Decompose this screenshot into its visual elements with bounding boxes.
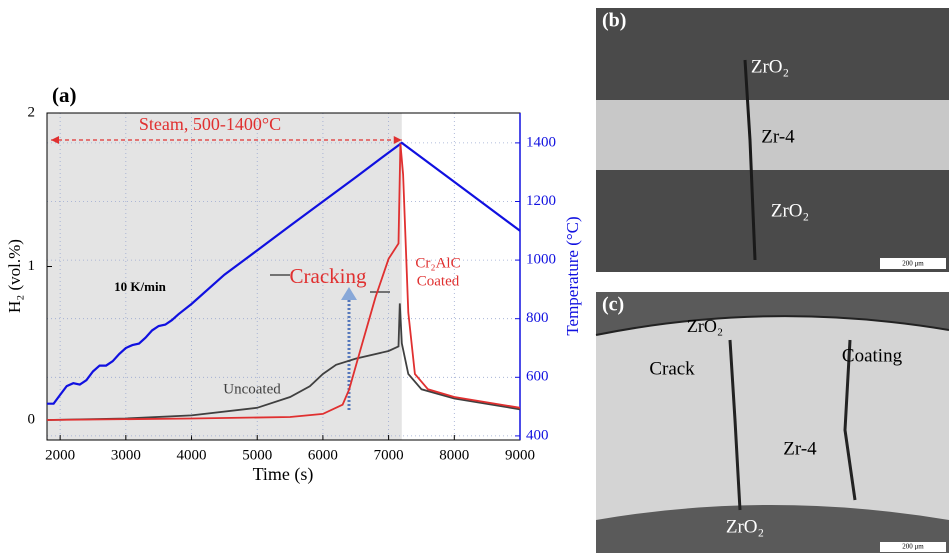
y2-tick-label: 1400 — [526, 134, 556, 150]
micrograph-b: (b) ZrO₂ Zr-4 ZrO₂ 200 μm — [596, 8, 949, 272]
x-tick-label: 5000 — [242, 447, 272, 463]
annotation: Coated — [417, 273, 460, 289]
y2-tick-label: 400 — [526, 427, 549, 443]
y-tick-label: 1 — [28, 258, 36, 274]
layer-label: ZrO₂ — [751, 56, 789, 77]
annotation: Cr₂AlC — [415, 255, 460, 271]
annotation: Steam, 500-1400°C — [139, 114, 281, 134]
y2-tick-label: 600 — [526, 369, 549, 385]
x-tick-label: 2000 — [45, 447, 75, 463]
scale-bar: 200 μm — [902, 543, 924, 551]
panel-label: (c) — [602, 294, 624, 316]
annotation: Cracking — [290, 264, 367, 288]
y-axis-label: H₂ (vol.%) — [5, 239, 24, 313]
y2-tick-label: 800 — [526, 310, 549, 326]
callout: Crack — [649, 358, 695, 379]
x-tick-label: 6000 — [308, 447, 338, 463]
callout: Coating — [842, 345, 903, 366]
layer-label: ZrO₂ — [726, 516, 764, 537]
x-tick-label: 7000 — [374, 447, 404, 463]
figure: (b) ZrO₂ Zr-4 ZrO₂ 200 μm (c) ZrO₂ Crack… — [0, 0, 949, 553]
x-tick-label: 9000 — [505, 447, 535, 463]
scale-bar: 200 μm — [902, 260, 924, 268]
layer-label: Zr-4 — [761, 126, 795, 147]
annotation: Uncoated — [223, 381, 281, 397]
micrograph-c: (c) ZrO₂ Crack Coating Zr-4 ZrO₂ 200 μm — [596, 292, 949, 553]
layer-label: Zr-4 — [783, 438, 817, 459]
page: {"chart_data": {"type": "line", "panel_l… — [0, 0, 949, 553]
x-tick-label: 8000 — [439, 447, 469, 463]
y2-tick-label: 1000 — [526, 252, 556, 268]
x-tick-label: 4000 — [177, 447, 207, 463]
layer-label: ZrO₂ — [771, 200, 809, 221]
panel-label: (b) — [602, 10, 626, 32]
layer-label: ZrO₂ — [687, 316, 723, 336]
x-tick-label: 3000 — [111, 447, 141, 463]
y-tick-label: 2 — [28, 104, 36, 120]
panel-label: (a) — [52, 83, 77, 107]
annotation: 10 K/min — [114, 279, 166, 294]
y-tick-label: 0 — [28, 411, 36, 427]
y2-tick-label: 1200 — [526, 193, 556, 209]
y2-axis-label: Temperature (°C) — [563, 216, 582, 335]
x-axis-label: Time (s) — [253, 464, 314, 485]
